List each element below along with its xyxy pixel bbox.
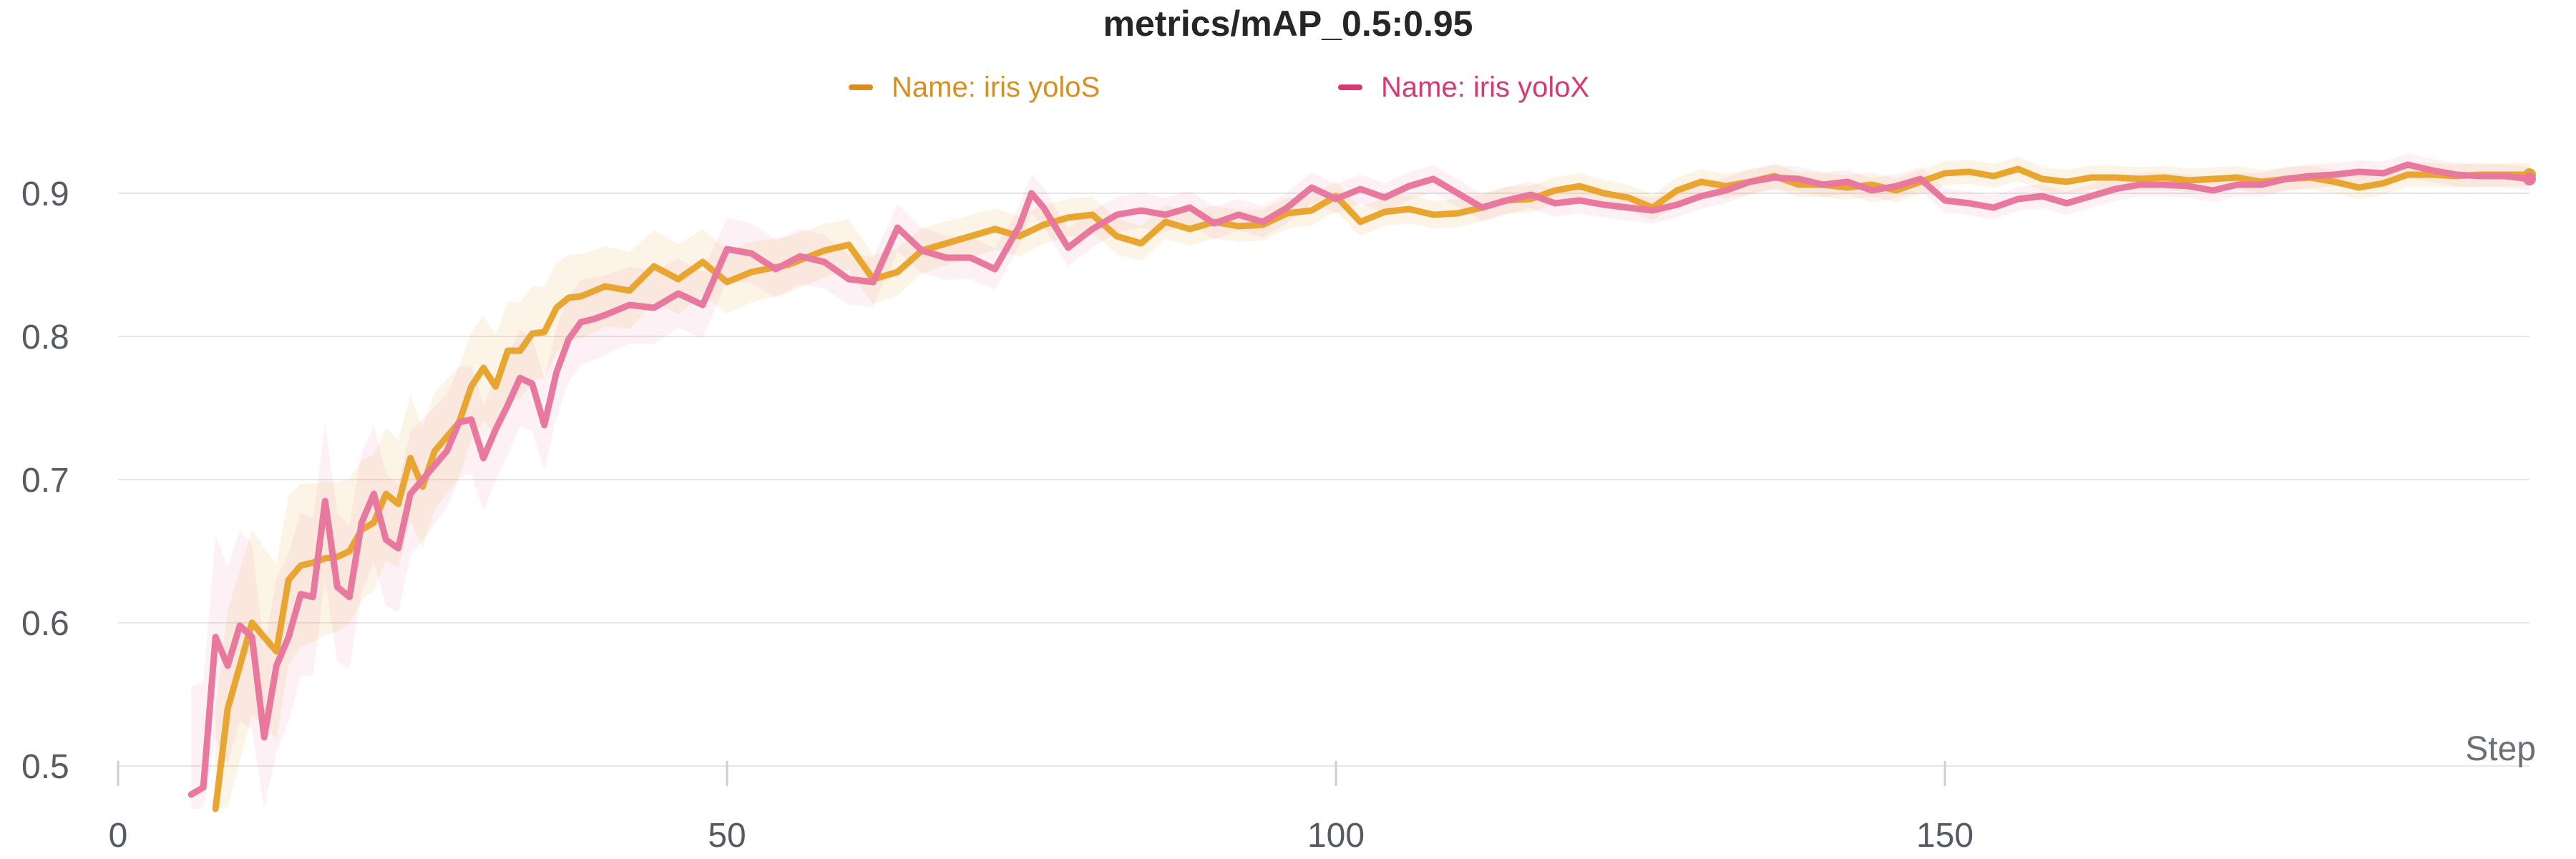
legend-swatch-yolox-icon: [1338, 84, 1362, 90]
chart-title: metrics/mAP_0.5:0.95: [1103, 4, 1473, 44]
x-axis-title: Step: [2465, 730, 2536, 768]
x-tick-label: 50: [708, 817, 746, 855]
axes: 0.5 0.6 0.7 0.8 0.9 0 50 100 150: [21, 175, 1974, 855]
y-tick-label: 0.7: [21, 462, 69, 500]
y-tick-label: 0.8: [21, 319, 69, 356]
legend-item-yolos[interactable]: Name: iris yoloS: [849, 66, 1100, 109]
x-tick-label: 150: [1916, 817, 1974, 855]
confidence-bands: [191, 152, 2530, 810]
series-line-name-iris-yolox[interactable]: [187, 161, 2533, 798]
legend-label-yolox: Name: iris yoloX: [1381, 71, 1590, 103]
y-tick-label: 0.6: [21, 605, 69, 643]
band-name-iris-yolox: [191, 152, 2529, 810]
series-lines: [187, 161, 2536, 812]
y-tick-label: 0.5: [21, 748, 69, 786]
legend-swatch-yolos-icon: [849, 84, 873, 90]
legend-item-yolox[interactable]: Name: iris yoloX: [1338, 66, 1589, 109]
series-line-name-iris-yolos[interactable]: [212, 165, 2533, 812]
x-tick-label: 100: [1307, 817, 1365, 855]
series-end-point-name-iris-yolox[interactable]: [2523, 173, 2536, 185]
y-tick-label: 0.9: [21, 175, 69, 213]
band-name-iris-yolos: [215, 157, 2530, 809]
x-tick-label: 0: [109, 817, 128, 855]
legend-label-yolos: Name: iris yoloS: [892, 71, 1101, 103]
